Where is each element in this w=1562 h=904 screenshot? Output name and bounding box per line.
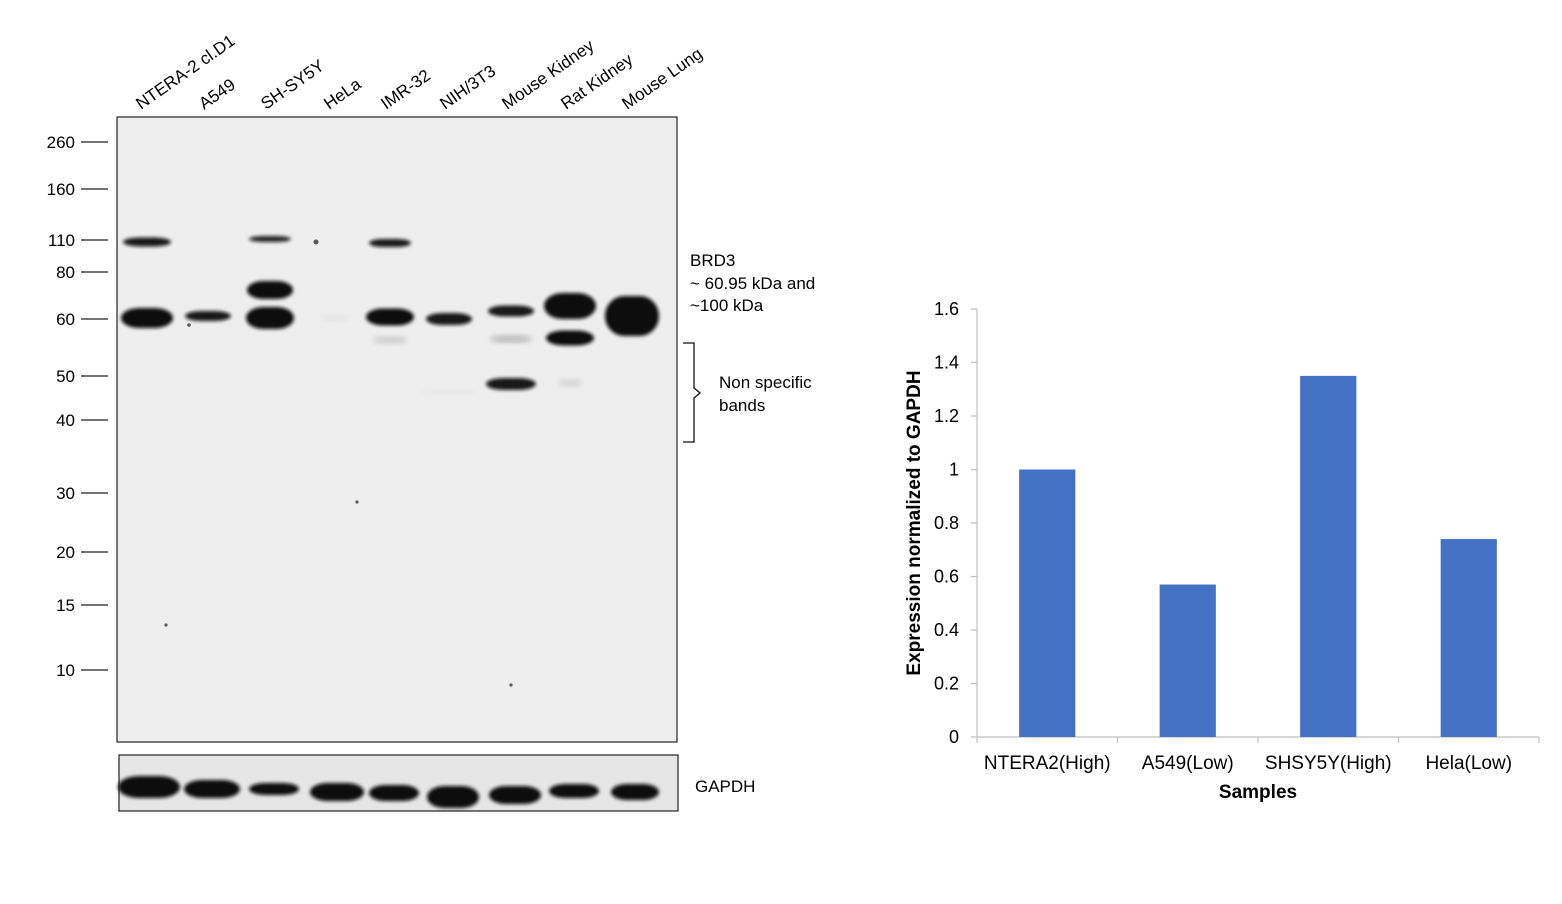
bar (1440, 539, 1497, 737)
nonspecific-bracket (683, 342, 702, 443)
blot-band (247, 281, 293, 299)
gapdh-band (489, 786, 541, 804)
blot-band (369, 239, 411, 247)
y-tick-label: 0.6 (934, 567, 959, 587)
blot-band (488, 305, 534, 317)
x-tick-label: SHSY5Y(High) (1265, 753, 1392, 774)
blot-band (121, 308, 173, 328)
blot-speck (164, 623, 168, 627)
marker-label: 60 (56, 310, 75, 329)
lane-label: A549 (195, 75, 238, 113)
lane-label: NIH/3T3 (436, 61, 499, 113)
bars (1019, 375, 1497, 737)
blot-band (605, 296, 659, 336)
target-label-line-1: BRD3 (690, 251, 735, 270)
blot-band (123, 237, 171, 247)
bar (1019, 469, 1076, 737)
gapdh-band (427, 786, 479, 808)
blot-membrane (116, 116, 678, 743)
gapdh-band (369, 785, 419, 801)
bar (1300, 375, 1357, 737)
lane-label: IMR-32 (377, 66, 434, 114)
nonspecific-label-line-2: bands (719, 396, 765, 415)
y-axis-title: Expression normalized to GAPDH (904, 370, 925, 675)
marker-label: 160 (47, 180, 75, 199)
marker-label: 30 (56, 484, 75, 503)
blot-speck (187, 323, 191, 327)
x-tick-label: Hela(Low) (1425, 753, 1512, 774)
y-tick-label: 1.2 (934, 406, 959, 426)
blot-band (558, 380, 582, 386)
bar-chart: 0 0.2 0.4 0.6 0.8 1 1.2 1.4 1.6 NTERA2(High) A549… (904, 299, 1540, 803)
y-tick-label: 1 (949, 460, 959, 480)
blot-band (366, 308, 414, 326)
lane-label: Mouse Lung (618, 44, 706, 113)
bar (1159, 584, 1216, 737)
y-tick-label: 1.4 (934, 353, 959, 373)
y-tick-label: 0.2 (934, 674, 959, 694)
blot-speck (355, 500, 359, 504)
blot-band (546, 330, 594, 346)
lane-label: HeLa (320, 74, 365, 113)
marker-label: 40 (56, 411, 75, 430)
marker-label: 260 (47, 133, 75, 152)
blot-speck (509, 683, 513, 687)
molecular-weight-markers: 260 160 110 80 60 50 40 30 20 15 10 (47, 133, 108, 680)
blot-band (544, 293, 596, 319)
blot-band (490, 336, 532, 342)
y-tick-label: 0 (949, 727, 959, 747)
x-axis-title: Samples (1219, 782, 1297, 803)
gapdh-bands (118, 776, 659, 808)
blot-band (373, 337, 407, 343)
x-tick-label: NTERA2(High) (984, 753, 1111, 774)
gapdh-band (611, 784, 659, 800)
marker-label: 110 (48, 231, 75, 250)
gapdh-label: GAPDH (695, 777, 755, 796)
x-axis-ticks (976, 737, 1540, 743)
lane-label: SH-SY5Y (257, 56, 327, 113)
blot-band (419, 390, 479, 394)
x-axis-tick-labels: NTERA2(High) A549(Low) SHSY5Y(High) Hela(Lo… (984, 753, 1512, 774)
gapdh-band (118, 776, 180, 798)
y-axis-ticks: 0 0.2 0.4 0.6 0.8 1 1.2 1.4 1.6 (934, 299, 977, 747)
nonspecific-label-line-1: Non specific (719, 373, 812, 392)
y-tick-label: 1.6 (934, 299, 959, 319)
blot-band (249, 236, 291, 242)
target-label-line-3: ~100 kDa (690, 296, 764, 315)
x-tick-label: A549(Low) (1142, 753, 1234, 774)
gapdh-band (249, 783, 299, 795)
blot-band (320, 316, 350, 320)
target-label-line-2: ~ 60.95 kDa and (690, 274, 815, 293)
gapdh-band (184, 780, 240, 798)
blot-bands (121, 236, 659, 687)
marker-label: 20 (56, 543, 75, 562)
marker-label: 15 (56, 596, 75, 615)
marker-label: 50 (56, 367, 75, 386)
y-tick-label: 0.4 (934, 620, 959, 640)
target-annotation: BRD3 ~ 60.95 kDa and ~100 kDa (690, 251, 815, 315)
marker-label: 10 (56, 661, 75, 680)
blot-band (246, 307, 294, 329)
blot-band (426, 313, 472, 325)
gapdh-band (549, 784, 599, 798)
blot-band (486, 378, 536, 390)
nonspecific-annotation: Non specific bands (719, 373, 812, 415)
marker-label: 80 (56, 263, 75, 282)
blot-band (185, 311, 231, 321)
blot-speck (313, 239, 319, 245)
gapdh-band (310, 783, 364, 801)
y-tick-label: 0.8 (934, 513, 959, 533)
